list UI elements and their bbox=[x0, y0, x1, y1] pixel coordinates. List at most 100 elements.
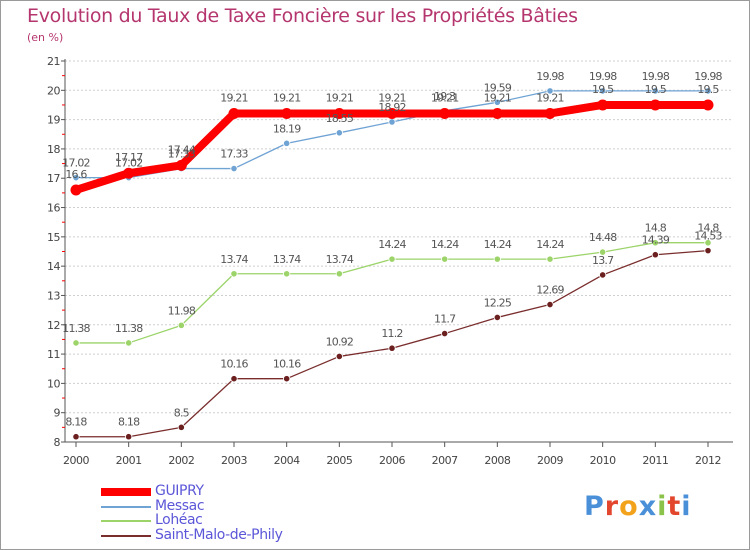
data-point bbox=[283, 375, 291, 383]
data-point bbox=[651, 239, 659, 247]
data-point bbox=[177, 423, 185, 431]
y-tick-label: 12 bbox=[47, 319, 60, 332]
data-point bbox=[704, 87, 712, 95]
data-label: 14.24 bbox=[431, 238, 459, 251]
data-label: 10.16 bbox=[273, 358, 301, 371]
x-tick-label: 2009 bbox=[537, 454, 563, 467]
legend-swatch bbox=[101, 505, 151, 508]
legend-label: GUIPRY bbox=[155, 483, 204, 499]
data-label: 14.8 bbox=[697, 222, 719, 235]
data-label: 11.2 bbox=[381, 327, 402, 340]
data-point bbox=[177, 321, 185, 329]
data-point bbox=[651, 87, 659, 95]
chart-subtitle: (en %) bbox=[27, 31, 64, 44]
data-point bbox=[388, 344, 396, 352]
y-tick-label: 14 bbox=[47, 260, 60, 273]
x-tick-label: 2010 bbox=[590, 454, 616, 467]
data-label: 11.38 bbox=[115, 322, 143, 335]
data-point bbox=[281, 107, 293, 119]
data-point bbox=[704, 239, 712, 247]
data-label: 18.55 bbox=[326, 112, 354, 125]
data-point bbox=[599, 271, 607, 279]
data-label: 19.21 bbox=[536, 91, 564, 104]
data-point bbox=[388, 118, 396, 126]
x-tick-label: 2004 bbox=[274, 454, 300, 467]
brand-logo: Proxiti bbox=[584, 491, 692, 522]
data-label: 19.5 bbox=[592, 83, 614, 96]
data-label: 14.8 bbox=[645, 222, 667, 235]
data-label: 13.74 bbox=[273, 253, 301, 266]
data-point bbox=[123, 167, 135, 179]
brand-letter: r bbox=[604, 491, 620, 522]
data-point bbox=[333, 107, 345, 119]
data-point bbox=[546, 255, 554, 263]
data-point bbox=[651, 251, 659, 259]
data-label: 17.33 bbox=[168, 148, 196, 161]
data-point bbox=[230, 164, 238, 173]
data-label: 12.25 bbox=[484, 296, 512, 309]
data-label: 12.69 bbox=[536, 284, 564, 297]
data-label: 14.48 bbox=[589, 231, 617, 244]
data-label: 18.19 bbox=[273, 122, 301, 135]
data-point bbox=[230, 270, 238, 278]
data-point bbox=[599, 248, 607, 256]
data-label: 13.74 bbox=[220, 253, 248, 266]
data-point bbox=[704, 247, 712, 255]
data-label: 18.92 bbox=[378, 101, 406, 114]
data-label: 19.98 bbox=[536, 70, 564, 83]
data-label: 8.18 bbox=[118, 416, 140, 429]
y-tick-label: 9 bbox=[54, 407, 61, 420]
data-label: 19.21 bbox=[220, 91, 248, 104]
y-tick-label: 15 bbox=[47, 231, 60, 244]
data-label: 19.59 bbox=[484, 81, 512, 94]
data-point bbox=[72, 174, 80, 182]
y-tick-label: 11 bbox=[47, 348, 60, 361]
y-tick-label: 10 bbox=[47, 377, 60, 390]
data-point bbox=[230, 375, 238, 383]
data-point bbox=[175, 159, 187, 171]
data-point bbox=[228, 107, 240, 119]
data-point bbox=[493, 98, 501, 106]
data-point bbox=[546, 87, 554, 95]
x-tick-label: 2003 bbox=[221, 454, 247, 467]
data-point bbox=[335, 129, 343, 137]
data-label: 19.5 bbox=[697, 83, 719, 96]
series-guipry bbox=[70, 99, 714, 196]
data-point bbox=[335, 352, 343, 361]
series-line-saint-malo-de-phily bbox=[75, 249, 709, 438]
data-label: 10.92 bbox=[326, 335, 354, 348]
data-point bbox=[597, 99, 609, 111]
data-point bbox=[283, 270, 291, 278]
data-point bbox=[493, 255, 501, 263]
data-point bbox=[441, 329, 449, 338]
data-point bbox=[702, 99, 714, 111]
data-label: 17.17 bbox=[115, 151, 143, 164]
data-point bbox=[599, 87, 607, 95]
x-tick-label: 2001 bbox=[116, 454, 142, 467]
data-label: 8.5 bbox=[174, 406, 190, 419]
data-point bbox=[491, 107, 503, 119]
chart-title: Evolution du Taux de Taxe Foncière sur l… bbox=[27, 5, 578, 27]
data-point bbox=[546, 300, 554, 309]
brand-letter: t bbox=[667, 491, 682, 522]
x-tick-label: 2006 bbox=[379, 454, 405, 467]
data-point bbox=[125, 339, 133, 347]
data-label: 19.21 bbox=[378, 91, 406, 104]
data-label: 19.21 bbox=[431, 91, 459, 104]
data-label: 17.02 bbox=[115, 157, 143, 170]
data-point bbox=[283, 139, 291, 147]
data-label: 14.24 bbox=[536, 238, 564, 251]
data-point bbox=[125, 433, 133, 441]
data-label: 11.7 bbox=[434, 313, 456, 326]
data-label: 17.02 bbox=[62, 157, 90, 170]
x-tick-label: 2011 bbox=[642, 454, 668, 467]
data-point bbox=[544, 107, 556, 119]
y-tick-label: 8 bbox=[54, 436, 61, 449]
data-point bbox=[386, 107, 398, 119]
data-label: 10.16 bbox=[220, 358, 248, 371]
x-tick-label: 2012 bbox=[695, 454, 721, 467]
data-label: 19.3 bbox=[434, 90, 456, 103]
series-loh-ac bbox=[72, 239, 712, 347]
data-point bbox=[72, 339, 80, 347]
